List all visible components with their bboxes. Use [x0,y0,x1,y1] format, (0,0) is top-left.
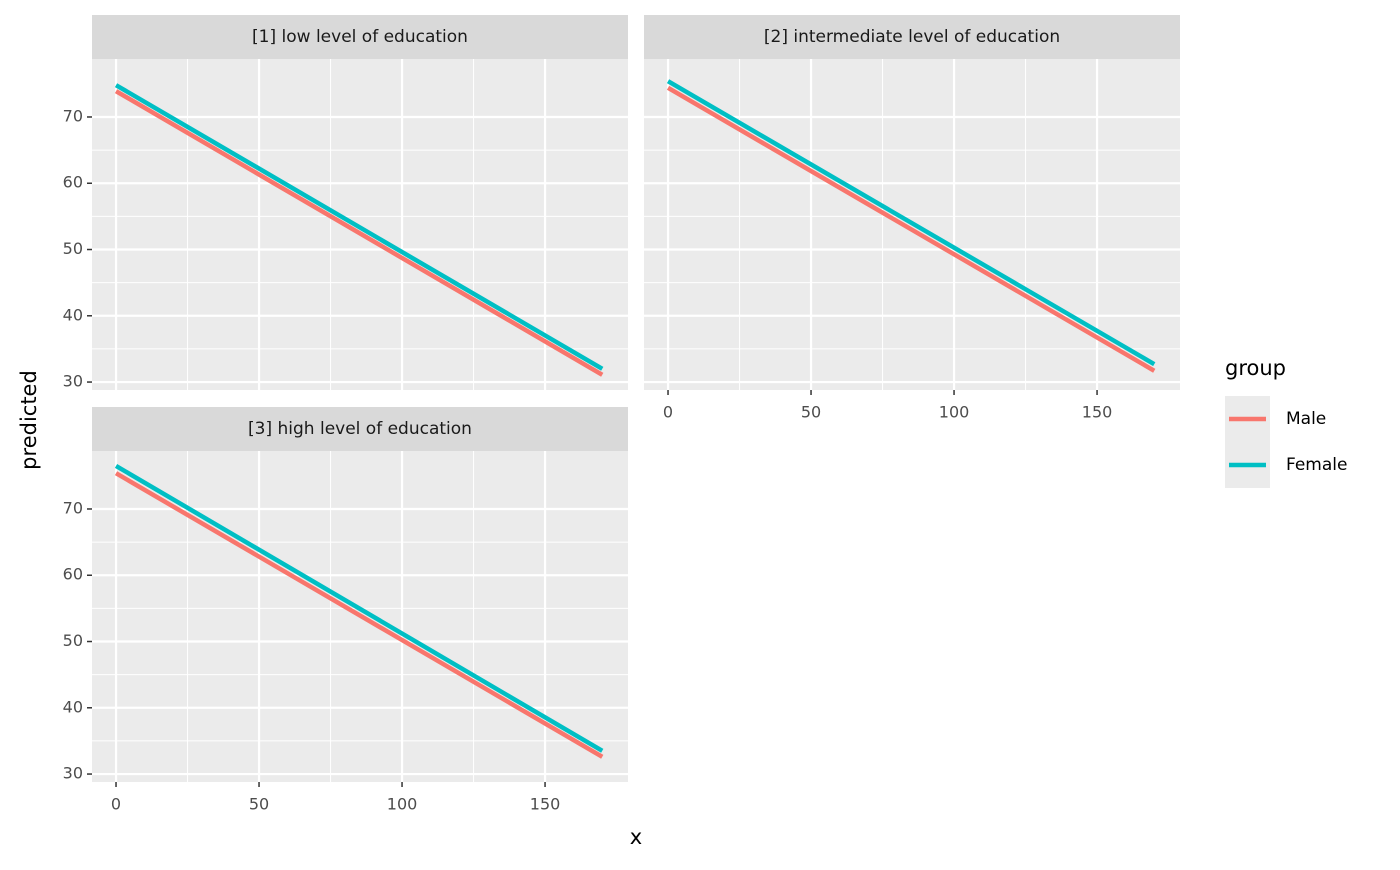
line [114,471,604,759]
x-tick-label: 150 [1082,403,1113,422]
y-tick-label: 60 [63,565,83,584]
y-axis-title: predicted [17,370,41,470]
strip [92,15,628,59]
strip-title: [3] high level of education [248,419,472,439]
x-tick-label: 50 [249,795,269,814]
legend-label: Male [1286,409,1326,429]
y-tick-label: 70 [63,106,83,125]
line [114,89,604,377]
x-tick-label: 150 [530,795,561,814]
x-axis-title: x [630,825,642,849]
x-tick-label: 100 [939,403,970,422]
line [114,463,604,753]
line [114,83,604,371]
strip [92,407,628,451]
strip-title: [2] intermediate level of education [764,27,1060,47]
y-tick-label: 50 [63,631,83,650]
strip [644,15,1180,59]
line [666,85,1156,373]
y-tick-label: 30 [63,372,83,391]
x-tick-label: 50 [801,403,821,422]
legend-label: Female [1286,455,1347,475]
y-tick-label: 40 [63,305,83,324]
x-tick-label: 0 [663,403,673,422]
y-tick-label: 50 [63,239,83,258]
y-tick-label: 40 [63,697,83,716]
y-tick-label: 70 [63,498,83,517]
y-tick-label: 60 [63,173,83,192]
strip-title: [1] low level of education [252,27,468,47]
legend-key-bg [1225,396,1270,488]
y-tick-label: 30 [63,764,83,783]
line [666,79,1156,367]
x-tick-label: 100 [387,795,418,814]
legend-title: group [1225,356,1286,380]
panel-bg [92,59,628,390]
x-tick-label: 0 [111,795,121,814]
